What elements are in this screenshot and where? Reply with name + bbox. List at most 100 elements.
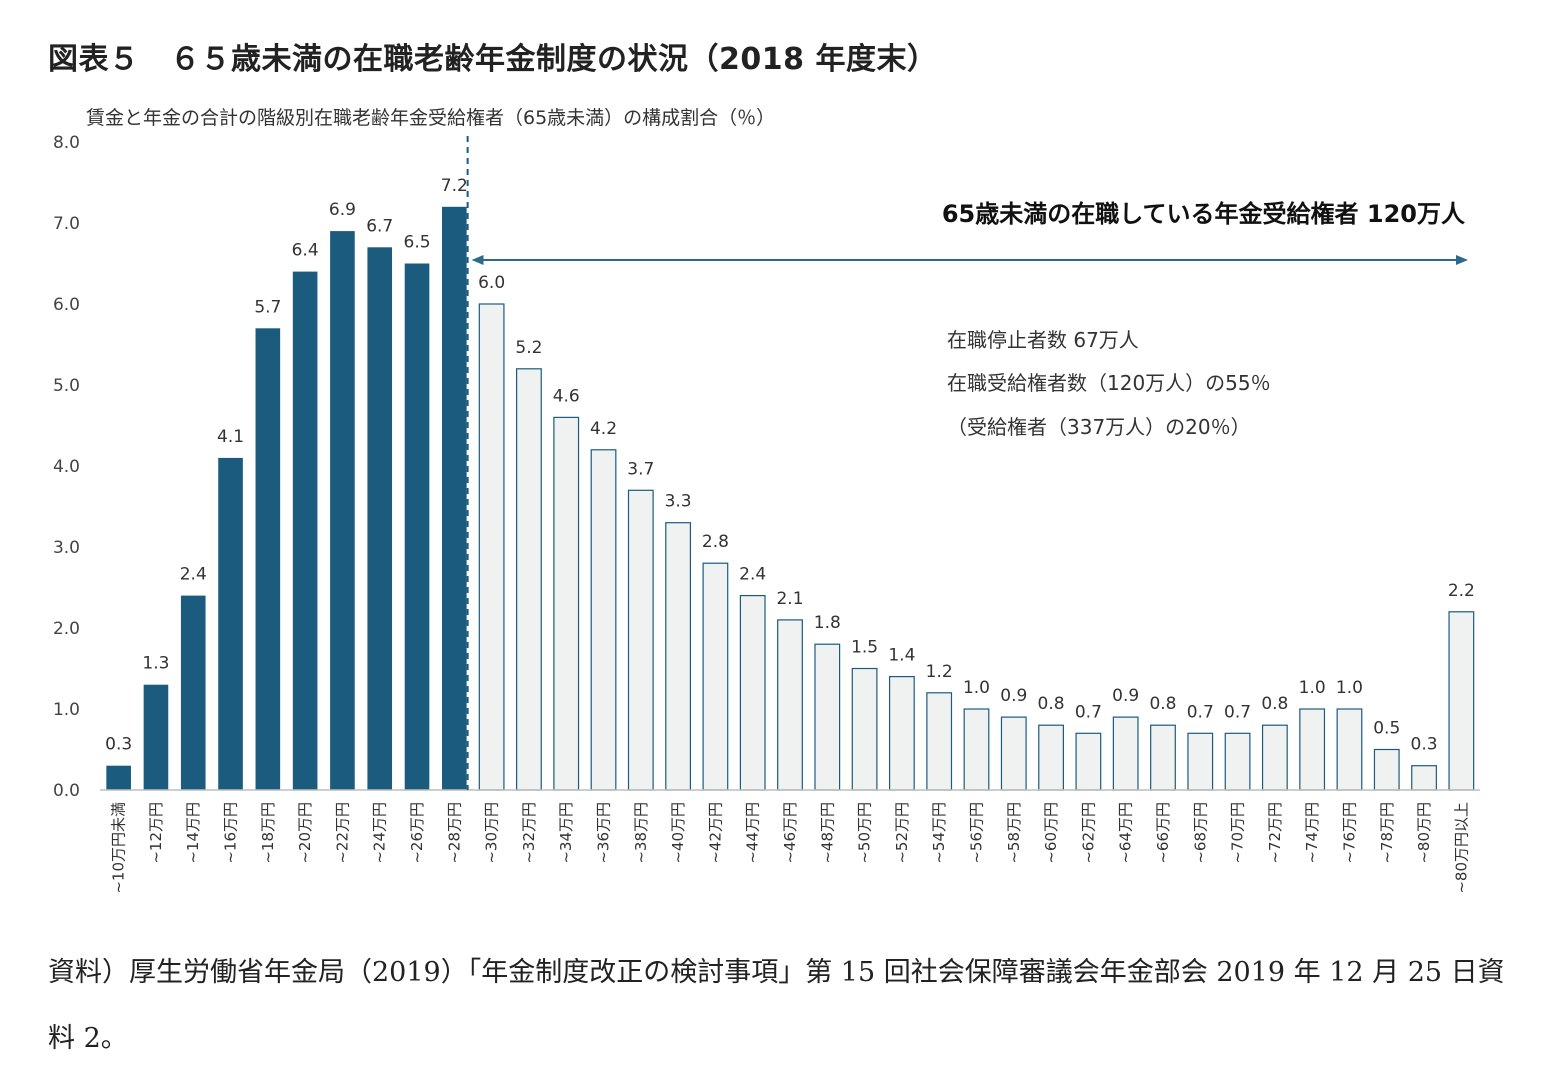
y-tick-label: 4.0 bbox=[53, 457, 80, 477]
value-label: 1.3 bbox=[142, 654, 169, 674]
value-label: 0.3 bbox=[1411, 735, 1438, 755]
y-tick-label: 5.0 bbox=[53, 376, 80, 396]
value-label: 2.1 bbox=[776, 589, 803, 609]
bar bbox=[1261, 724, 1288, 791]
x-tick-label: ~56万円 bbox=[967, 802, 985, 864]
bar bbox=[702, 562, 729, 791]
bar bbox=[1150, 724, 1176, 791]
bar bbox=[590, 449, 617, 791]
x-tick-label: ~68万円 bbox=[1191, 802, 1209, 864]
figure-title: 図表５ ６５歳未満の在職老齢年金制度の状況（2018 年度末） bbox=[48, 42, 938, 77]
bar bbox=[926, 692, 953, 791]
bar bbox=[1373, 748, 1400, 791]
y-tick-label: 6.0 bbox=[53, 295, 80, 315]
bar bbox=[553, 416, 580, 791]
x-tick-label: ~52万円 bbox=[893, 802, 911, 864]
bar bbox=[665, 522, 692, 791]
value-label: 1.4 bbox=[888, 646, 915, 666]
y-tick-label: 3.0 bbox=[53, 538, 80, 558]
value-label: 1.0 bbox=[1336, 678, 1363, 698]
y-tick-label: 0.0 bbox=[53, 781, 80, 801]
source-note: 資料）厚生労働省年金局（2019）「年金制度改正の検討事項」第 15 回社会保障… bbox=[48, 957, 1505, 1054]
value-label: 4.2 bbox=[590, 419, 617, 439]
x-tick-label: ~48万円 bbox=[818, 802, 836, 864]
x-tick-label: ~62万円 bbox=[1079, 802, 1097, 864]
y-axis: 0.0 1.0 2.0 3.0 4.0 5.0 6.0 7.0 8.0 bbox=[53, 133, 80, 801]
x-tick-label: ~76万円 bbox=[1340, 802, 1358, 864]
value-label: 3.3 bbox=[665, 492, 692, 512]
value-label: 0.7 bbox=[1075, 702, 1102, 722]
x-tick-label: ~18万円 bbox=[259, 802, 277, 864]
x-tick-label: ~10万円未満 bbox=[110, 802, 128, 894]
x-tick-label: ~78万円 bbox=[1378, 802, 1396, 864]
x-tick-label: ~34万円 bbox=[557, 802, 575, 864]
value-label: 3.7 bbox=[627, 459, 654, 479]
y-tick-label: 8.0 bbox=[53, 133, 80, 153]
note-line-3: （受給権者（337万人）の20％） bbox=[947, 415, 1251, 439]
bar bbox=[330, 231, 355, 791]
x-tick-label: ~28万円 bbox=[445, 802, 463, 864]
bar bbox=[1187, 732, 1214, 791]
bar bbox=[143, 684, 169, 790]
x-tick-label: ~58万円 bbox=[1005, 802, 1023, 864]
bar bbox=[1411, 765, 1437, 791]
bar bbox=[1075, 732, 1102, 791]
value-label: 1.5 bbox=[851, 638, 878, 658]
bar-chart: 賃金と年金の合計の階級別在職老齢年金受給権者（65歳未満）の構成割合（％） 0.… bbox=[53, 107, 1480, 894]
value-label: 0.8 bbox=[1149, 694, 1176, 714]
x-tick-label: ~30万円 bbox=[483, 802, 501, 864]
value-label: 6.9 bbox=[329, 200, 356, 220]
value-label: 2.4 bbox=[180, 565, 207, 585]
value-label: 2.8 bbox=[702, 532, 729, 552]
bar bbox=[777, 619, 803, 791]
bar bbox=[478, 303, 505, 791]
chart-subtitle: 賃金と年金の合計の階級別在職老齢年金受給権者（65歳未満）の構成割合（％） bbox=[86, 107, 775, 129]
value-label: 0.7 bbox=[1187, 702, 1214, 722]
x-tick-label: ~70万円 bbox=[1229, 802, 1247, 864]
bar bbox=[218, 457, 243, 790]
value-label: 0.7 bbox=[1224, 702, 1251, 722]
bars bbox=[106, 206, 1475, 791]
bar bbox=[292, 271, 318, 791]
value-label: 1.2 bbox=[926, 662, 953, 682]
x-tick-label: ~50万円 bbox=[856, 802, 874, 864]
value-label: 1.0 bbox=[1299, 678, 1326, 698]
bar bbox=[442, 206, 467, 791]
value-label: 0.9 bbox=[1112, 686, 1139, 706]
value-label: 6.0 bbox=[478, 273, 505, 293]
x-tick-label: ~22万円 bbox=[333, 802, 351, 864]
x-tick-label: ~80万円以上 bbox=[1452, 802, 1470, 894]
value-label: 7.2 bbox=[441, 176, 468, 196]
bar bbox=[367, 247, 393, 791]
x-tick-label: ~64万円 bbox=[1117, 802, 1135, 864]
value-label: 0.3 bbox=[105, 735, 132, 755]
value-label: 1.0 bbox=[963, 678, 990, 698]
bar bbox=[888, 675, 915, 791]
bar bbox=[1448, 611, 1475, 791]
x-tick-label: ~26万円 bbox=[408, 802, 426, 864]
bar bbox=[1299, 708, 1326, 791]
bar bbox=[516, 368, 542, 791]
note-line-1: 在職停止者数 67万人 bbox=[947, 328, 1139, 352]
y-tick-label: 1.0 bbox=[53, 700, 80, 720]
bar bbox=[1112, 716, 1139, 791]
bar bbox=[106, 765, 131, 790]
x-tick-label: ~38万円 bbox=[632, 802, 650, 864]
bar bbox=[1224, 732, 1251, 791]
x-tick-label: ~66万円 bbox=[1154, 802, 1172, 864]
y-tick-label: 2.0 bbox=[53, 619, 80, 639]
bar bbox=[255, 328, 281, 790]
value-label: 0.5 bbox=[1373, 719, 1400, 739]
value-label: 0.8 bbox=[1261, 694, 1288, 714]
value-label: 1.8 bbox=[814, 613, 841, 633]
x-tick-label: ~42万円 bbox=[706, 802, 724, 864]
value-label: 0.9 bbox=[1000, 686, 1027, 706]
x-tick-label: ~14万円 bbox=[184, 802, 202, 864]
x-tick-label: ~60万円 bbox=[1042, 802, 1060, 864]
note-line-2: 在職受給権者数（120万人）の55％ bbox=[947, 371, 1271, 395]
headline-annotation: 65歳未満の在職している年金受給権者 120万人 bbox=[942, 200, 1465, 228]
value-label: 2.4 bbox=[739, 565, 766, 585]
x-tick-label: ~12万円 bbox=[147, 802, 165, 864]
bar bbox=[404, 263, 430, 790]
bar bbox=[180, 595, 206, 790]
